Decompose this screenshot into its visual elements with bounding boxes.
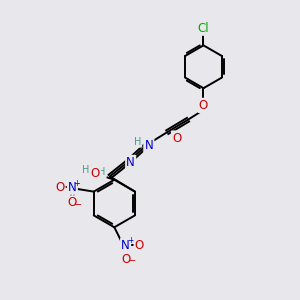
Text: H: H [134, 137, 141, 147]
Text: O: O [55, 181, 64, 194]
Text: N: N [68, 181, 77, 194]
Text: N: N [126, 156, 135, 169]
Text: Cl: Cl [198, 22, 209, 34]
Text: O: O [172, 132, 182, 145]
Text: N: N [121, 238, 130, 252]
Text: H: H [82, 165, 89, 175]
Text: N: N [144, 139, 153, 152]
Text: H: H [98, 167, 106, 177]
Text: O: O [121, 253, 130, 266]
Text: +: + [128, 236, 134, 245]
Text: −: − [128, 256, 136, 266]
Text: O: O [199, 99, 208, 112]
Text: O: O [135, 238, 144, 252]
Text: +: + [73, 179, 80, 188]
Text: −: − [74, 200, 82, 210]
Text: O: O [68, 196, 77, 209]
Text: O: O [90, 167, 100, 180]
